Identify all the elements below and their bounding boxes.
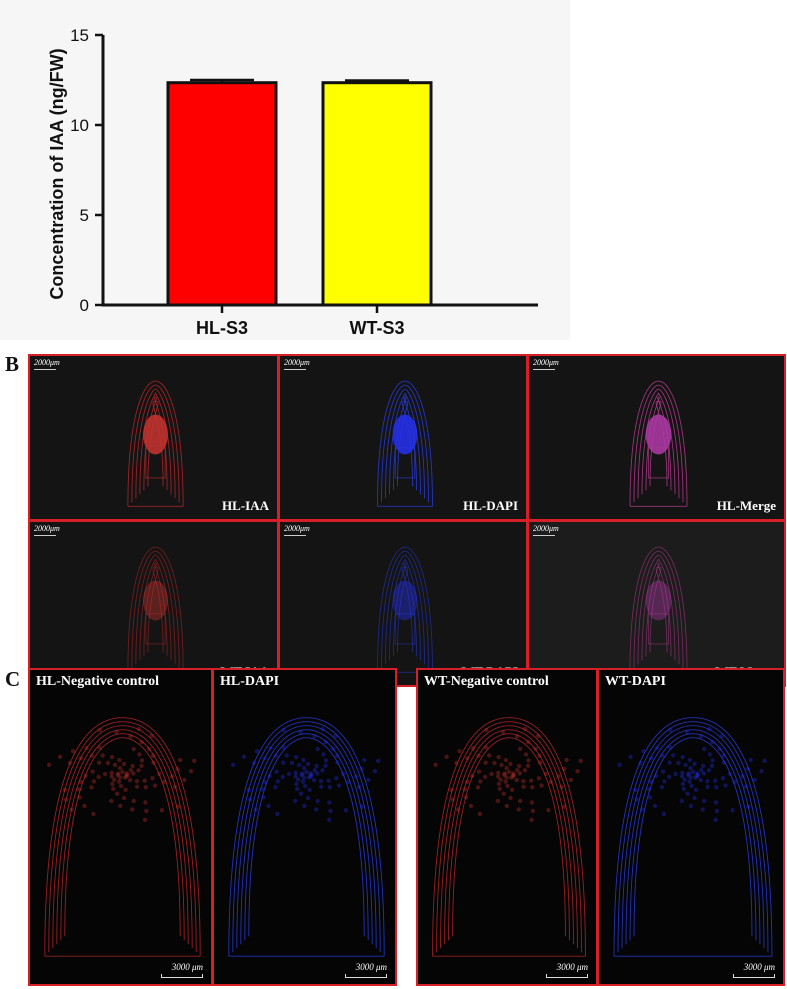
micrograph-label: HL-Merge <box>716 498 776 513</box>
scale-bar-label: 2000μm <box>284 358 310 367</box>
y-tick-label: 0 <box>80 296 89 315</box>
panel-letter-c: C <box>5 667 21 691</box>
control-image-hl-dapi: HL-DAPI 3000 μm <box>212 668 397 986</box>
y-axis-label: Concentration of IAA (ng/FW) <box>47 48 67 299</box>
scale-bar <box>345 974 387 978</box>
scale-bar <box>284 535 306 536</box>
scale-bar-label: 3000 μm <box>355 962 387 972</box>
bar-chart-svg: 0 5 10 15 HL-S3 WT-S3 Concentration of IAA (… <box>47 26 538 338</box>
micrograph-label: HL-IAA <box>222 498 269 513</box>
x-category-label: WT-S3 <box>349 318 404 338</box>
micrograph-label: HL-DAPI <box>463 498 518 513</box>
micrograph-wt-iaa: 2000μmWT-IAA <box>28 520 279 687</box>
control-image-label: HL-DAPI <box>220 674 280 689</box>
scale-bar-label: 3000 μm <box>556 962 588 972</box>
scale-bar-label: 2000μm <box>34 524 60 533</box>
scale-bar <box>34 369 56 370</box>
scale-bar <box>533 535 555 536</box>
bar-chart: 0 5 10 15 HL-S3 WT-S3 Concentration of IAA (… <box>0 0 570 340</box>
y-tick-label: 5 <box>80 206 89 225</box>
scale-bar-label: 2000μm <box>533 524 559 533</box>
bar-wt-s3 <box>321 81 433 307</box>
control-image-label: HL-Negative control <box>36 674 159 689</box>
control-image-wt-dapi: WT-DAPI 3000 μm <box>597 668 785 986</box>
scale-bar-label: 2000μm <box>533 358 559 367</box>
scale-bar <box>161 974 203 978</box>
scale-bar-label: 2000μm <box>284 524 310 533</box>
bar-hl-s3 <box>166 81 278 307</box>
scale-bar <box>284 369 306 370</box>
scale-bar <box>533 369 555 370</box>
micrograph-hl-merge: 2000μm HL-Merge <box>527 354 786 521</box>
control-image-label: WT-Negative control <box>424 674 549 689</box>
micrograph-hl-iaa: 2000μm HL-IAA <box>28 354 279 521</box>
control-image-label: WT-DAPI <box>605 674 666 689</box>
scale-bar <box>733 974 775 978</box>
y-tick-label: 15 <box>70 26 89 45</box>
x-category-label: HL-S3 <box>196 318 248 338</box>
scale-bar <box>34 535 56 536</box>
scale-bar-label: 3000 μm <box>171 962 203 972</box>
micrograph-wt-dapi: 2000μmWT-DAPI <box>278 520 528 687</box>
micrograph-hl-dapi: 2000μm HL-DAPI <box>278 354 528 521</box>
scale-bar-label: 3000 μm <box>743 962 775 972</box>
micrograph-wt-merge: 2000μmWT-Merge <box>527 520 786 687</box>
panel-letter-b: B <box>5 352 20 376</box>
scale-bar-label: 2000μm <box>34 358 60 367</box>
control-image-hl-negative-control: HL-Negative control 3000 μm <box>28 668 213 986</box>
control-image-wt-negative-control: WT-Negative control 3000 μm <box>416 668 598 986</box>
y-tick-label: 10 <box>70 116 89 135</box>
scale-bar <box>546 974 588 978</box>
